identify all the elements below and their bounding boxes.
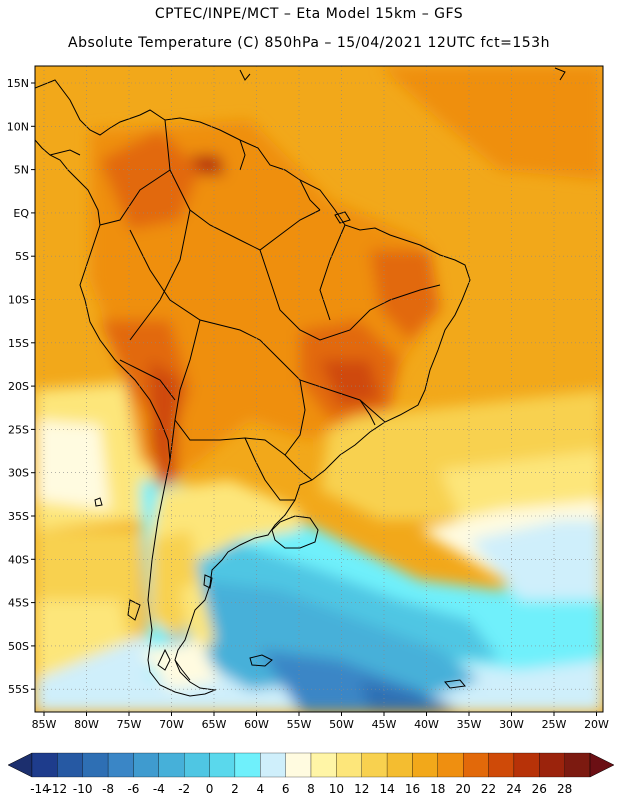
color-scale-box xyxy=(386,752,413,778)
color-scale-label: -8 xyxy=(102,782,114,796)
color-scale-box xyxy=(539,752,565,778)
lon-label: 20W xyxy=(584,718,609,728)
color-scale-box xyxy=(310,752,337,778)
color-scale-box xyxy=(488,752,515,778)
color-scale-label: -4 xyxy=(153,782,165,796)
lon-label: 50W xyxy=(329,718,354,728)
color-scale-label: -12 xyxy=(48,782,68,796)
color-scale-box xyxy=(260,752,286,778)
coastline xyxy=(35,67,566,697)
lon-label: 85W xyxy=(32,718,57,728)
color-scale-box xyxy=(463,752,489,778)
color-scale-right-arrow xyxy=(589,752,615,778)
color-scale-label: 28 xyxy=(557,782,572,796)
color-scale-label: 16 xyxy=(405,782,420,796)
lon-label: 60W xyxy=(244,718,269,728)
color-scale-box xyxy=(31,752,58,778)
latitude-labels: 15N 10N 5N EQ 5S 10S 15S 20S 25S 30S 35S 40S 45S 50S 5… xyxy=(7,77,35,696)
color-scale-label: 20 xyxy=(456,782,471,796)
color-scale-label: 10 xyxy=(329,782,344,796)
color-scale-box xyxy=(234,752,261,778)
lon-label: 45W xyxy=(372,718,397,728)
lon-label: 30W xyxy=(499,718,524,728)
lat-label: 45S xyxy=(8,597,29,610)
color-scale-label: 24 xyxy=(506,782,521,796)
color-scale-label: 26 xyxy=(532,782,547,796)
color-scale-box xyxy=(285,752,312,778)
color-scale-box xyxy=(412,752,438,778)
color-scale-box xyxy=(361,752,388,778)
lon-label: 55W xyxy=(287,718,312,728)
lon-label: 70W xyxy=(159,718,184,728)
color-scale-box xyxy=(513,752,540,778)
color-scale-box xyxy=(336,752,362,778)
color-scale-box xyxy=(437,752,464,778)
lon-label: 35W xyxy=(457,718,482,728)
color-scale-label: 22 xyxy=(481,782,496,796)
color-scale-label: 12 xyxy=(354,782,369,796)
gridlines xyxy=(35,66,603,712)
color-scale-box xyxy=(209,752,236,778)
color-scale-label: 8 xyxy=(307,782,315,796)
color-scale-label: 0 xyxy=(206,782,214,796)
color-scale-left-arrow xyxy=(7,752,33,778)
color-scale-box xyxy=(184,752,210,778)
lon-label: 65W xyxy=(202,718,227,728)
lat-label: 30S xyxy=(8,467,29,480)
color-scale-label: 6 xyxy=(282,782,290,796)
lat-label: 10S xyxy=(8,294,29,307)
lat-label: 40S xyxy=(8,553,29,566)
color-scale-box xyxy=(564,752,591,778)
lat-label: 10N xyxy=(7,120,29,133)
lat-label: 55S xyxy=(8,683,29,696)
map-subtitle: Absolute Temperature (C) 850hPa – 15/04/… xyxy=(68,35,550,51)
lat-label: EQ xyxy=(13,207,29,220)
color-scale-label: 14 xyxy=(379,782,394,796)
color-scale-label: -2 xyxy=(178,782,190,796)
lat-label: 5S xyxy=(15,250,29,263)
lon-label: 25W xyxy=(542,718,567,728)
color-scale-box xyxy=(133,752,159,778)
lat-label: 15S xyxy=(8,337,29,350)
lon-label: 80W xyxy=(74,718,99,728)
color-scale-label: 18 xyxy=(430,782,445,796)
color-scale: -14-12 -10 -8 -6 -4 -2 0 2 4 6 8 10 12 14 16 18 20 22 24 26… xyxy=(7,752,615,796)
color-scale-labels: -14-12 -10 -8 -6 -4 -2 0 2 4 6 8 10 12 14 16 18 20 22 24 26… xyxy=(30,782,572,796)
lat-label: 25S xyxy=(8,423,29,436)
lat-label: 5N xyxy=(14,164,29,177)
lon-label: 40W xyxy=(414,718,439,728)
longitude-labels: 85W 80W 75W 70W 65W 60W 55W 50W 45W 40W 35W 30W 25W 2… xyxy=(32,712,609,728)
color-scale-box xyxy=(107,752,134,778)
lat-label: 35S xyxy=(8,510,29,523)
temperature-field xyxy=(35,66,603,712)
map-frame xyxy=(34,65,604,713)
lat-label: 20S xyxy=(8,380,29,393)
color-scale-label: 2 xyxy=(231,782,239,796)
color-scale-box xyxy=(57,752,83,778)
temperature-map: 15N 10N 5N EQ 5S 10S 15S 20S 25S 30S 35S 40S 45S 50S 5… xyxy=(7,65,609,728)
color-scale-label: -6 xyxy=(127,782,139,796)
color-scale-label: -10 xyxy=(73,782,93,796)
color-scale-box xyxy=(158,752,185,778)
color-scale-label: 4 xyxy=(256,782,264,796)
color-scale-boxes xyxy=(7,752,615,778)
map-title: CPTEC/INPE/MCT – Eta Model 15km – GFS xyxy=(154,6,464,22)
color-scale-label: -14 xyxy=(30,782,50,796)
lat-label: 15N xyxy=(7,77,29,90)
color-scale-box xyxy=(82,752,109,778)
lon-label: 75W xyxy=(117,718,142,728)
lat-label: 50S xyxy=(8,640,29,653)
